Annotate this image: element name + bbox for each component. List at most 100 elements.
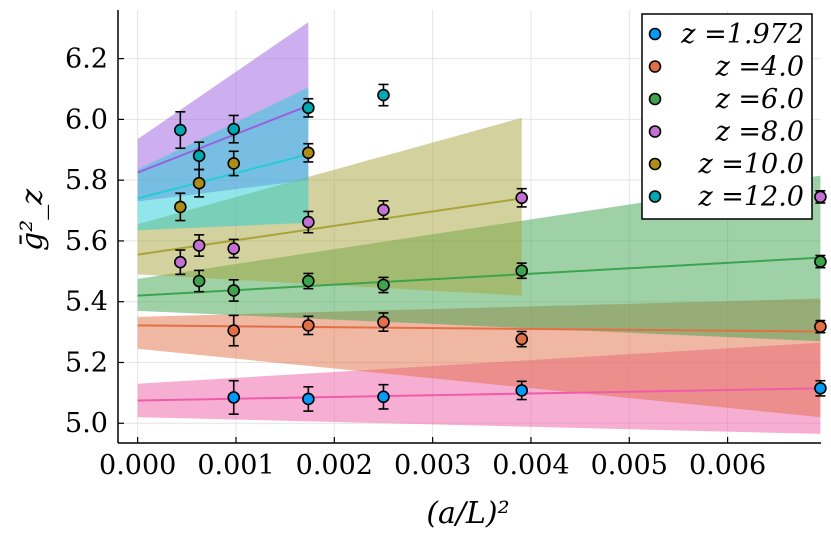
x-tick-label: 0.005 — [591, 450, 668, 481]
legend-marker-series-4 — [648, 157, 662, 171]
x-tick-label: 0.006 — [689, 450, 766, 481]
data-point-series-4 — [227, 150, 241, 177]
data-point-series-3 — [192, 234, 206, 257]
fit-line-series-0 — [137, 387, 821, 402]
point-marker — [192, 239, 206, 252]
y-tick-label: 6.0 — [65, 104, 108, 135]
point-marker — [227, 324, 241, 337]
fit-line-series-1 — [137, 324, 821, 333]
x-tick-label: 0.001 — [197, 450, 274, 481]
data-point-series-1 — [377, 312, 390, 332]
x-tick-label: 0.000 — [99, 450, 176, 481]
point-marker — [515, 191, 529, 205]
point-marker — [302, 101, 315, 115]
point-marker — [302, 274, 315, 288]
legend-label-series-3: z =8.0 — [715, 117, 804, 148]
data-point-series-0 — [302, 385, 315, 412]
legend-marker-series-2 — [648, 92, 662, 106]
data-point-series-3 — [227, 238, 241, 259]
point-marker — [515, 264, 529, 278]
point-marker — [515, 332, 529, 346]
fit-line-series-5 — [137, 153, 309, 200]
point-marker — [814, 190, 827, 204]
point-marker — [302, 146, 315, 160]
x-tick-label: 0.004 — [492, 450, 569, 481]
point-marker — [302, 319, 315, 332]
point-marker — [192, 176, 206, 190]
x-tick-label: 0.003 — [394, 450, 471, 481]
data-point-series-5 — [192, 141, 206, 171]
legend-marker-series-0 — [648, 27, 662, 41]
legend-box — [641, 13, 813, 220]
legend-label-series-4: z =10.0 — [697, 149, 804, 180]
data-point-series-3 — [174, 249, 187, 276]
legend-label-series-5: z =12.0 — [697, 182, 804, 213]
data-point-series-5 — [174, 110, 187, 150]
data-point-series-3 — [377, 200, 390, 220]
data-point-series-0 — [814, 379, 827, 397]
fit-line-series-3 — [137, 104, 309, 174]
data-point-series-3 — [814, 189, 827, 204]
legend-label-series-1: z =4.0 — [715, 52, 804, 83]
data-point-series-2 — [515, 262, 529, 280]
data-point-series-4 — [302, 142, 315, 163]
y-tick-label: 6.2 — [65, 44, 108, 75]
data-point-series-2 — [192, 269, 206, 293]
data-point-series-1 — [302, 315, 315, 336]
data-point-series-2 — [302, 272, 315, 290]
point-marker — [302, 392, 315, 406]
y-tick-label: 5.0 — [65, 408, 108, 439]
data-point-series-1 — [515, 330, 529, 348]
point-marker — [377, 390, 390, 404]
legend-marker-series-1 — [648, 60, 662, 73]
point-marker — [377, 278, 390, 292]
axes — [117, 10, 821, 444]
data-point-series-4 — [174, 192, 187, 222]
data-point-series-3 — [302, 210, 315, 234]
point-marker — [814, 320, 827, 333]
data-point-series-0 — [377, 383, 390, 410]
point-marker — [515, 384, 529, 397]
y-axis-title: ḡ²_z — [15, 189, 50, 251]
legend-label-series-2: z =6.0 — [715, 84, 804, 115]
data-point-series-3 — [515, 187, 529, 208]
point-marker — [227, 242, 241, 255]
data-point-series-1 — [227, 314, 241, 347]
legend-label-series-0: z =1.972 — [680, 19, 804, 50]
x-axis-title: (a/L)² — [426, 496, 509, 531]
fit-lines — [137, 104, 821, 402]
x-tick-label: 0.002 — [296, 450, 373, 481]
data-point-series-2 — [227, 279, 241, 302]
data-point-series-5 — [227, 114, 241, 144]
point-marker — [227, 122, 241, 136]
point-marker — [174, 123, 187, 137]
point-marker — [227, 157, 241, 170]
y-tick-label: 5.8 — [65, 165, 108, 196]
point-marker — [377, 88, 390, 102]
data-points — [174, 83, 827, 415]
data-point-series-5 — [302, 97, 315, 118]
point-marker — [814, 382, 827, 395]
y-tick-label: 5.4 — [65, 287, 108, 318]
y-tick-label: 5.2 — [65, 347, 108, 378]
point-marker — [302, 215, 315, 229]
point-marker — [174, 200, 187, 214]
point-marker — [377, 315, 390, 329]
point-marker — [192, 149, 206, 163]
data-point-series-2 — [814, 254, 827, 269]
point-marker — [377, 203, 390, 217]
point-marker — [814, 255, 827, 268]
data-point-series-0 — [515, 380, 529, 401]
data-point-series-1 — [814, 319, 827, 334]
legend-marker-series-3 — [648, 125, 662, 138]
data-point-series-0 — [227, 379, 241, 415]
point-marker — [227, 391, 241, 404]
fit-line-series-2 — [137, 256, 821, 297]
point-marker — [192, 274, 206, 288]
point-marker — [174, 255, 187, 269]
tick-labels: 0.000 0.001 0.002 0.003 0.004 0.005 0.006 5.0 5.… — [65, 44, 766, 481]
data-point-series-5 — [377, 83, 390, 107]
data-point-series-2 — [377, 276, 390, 294]
